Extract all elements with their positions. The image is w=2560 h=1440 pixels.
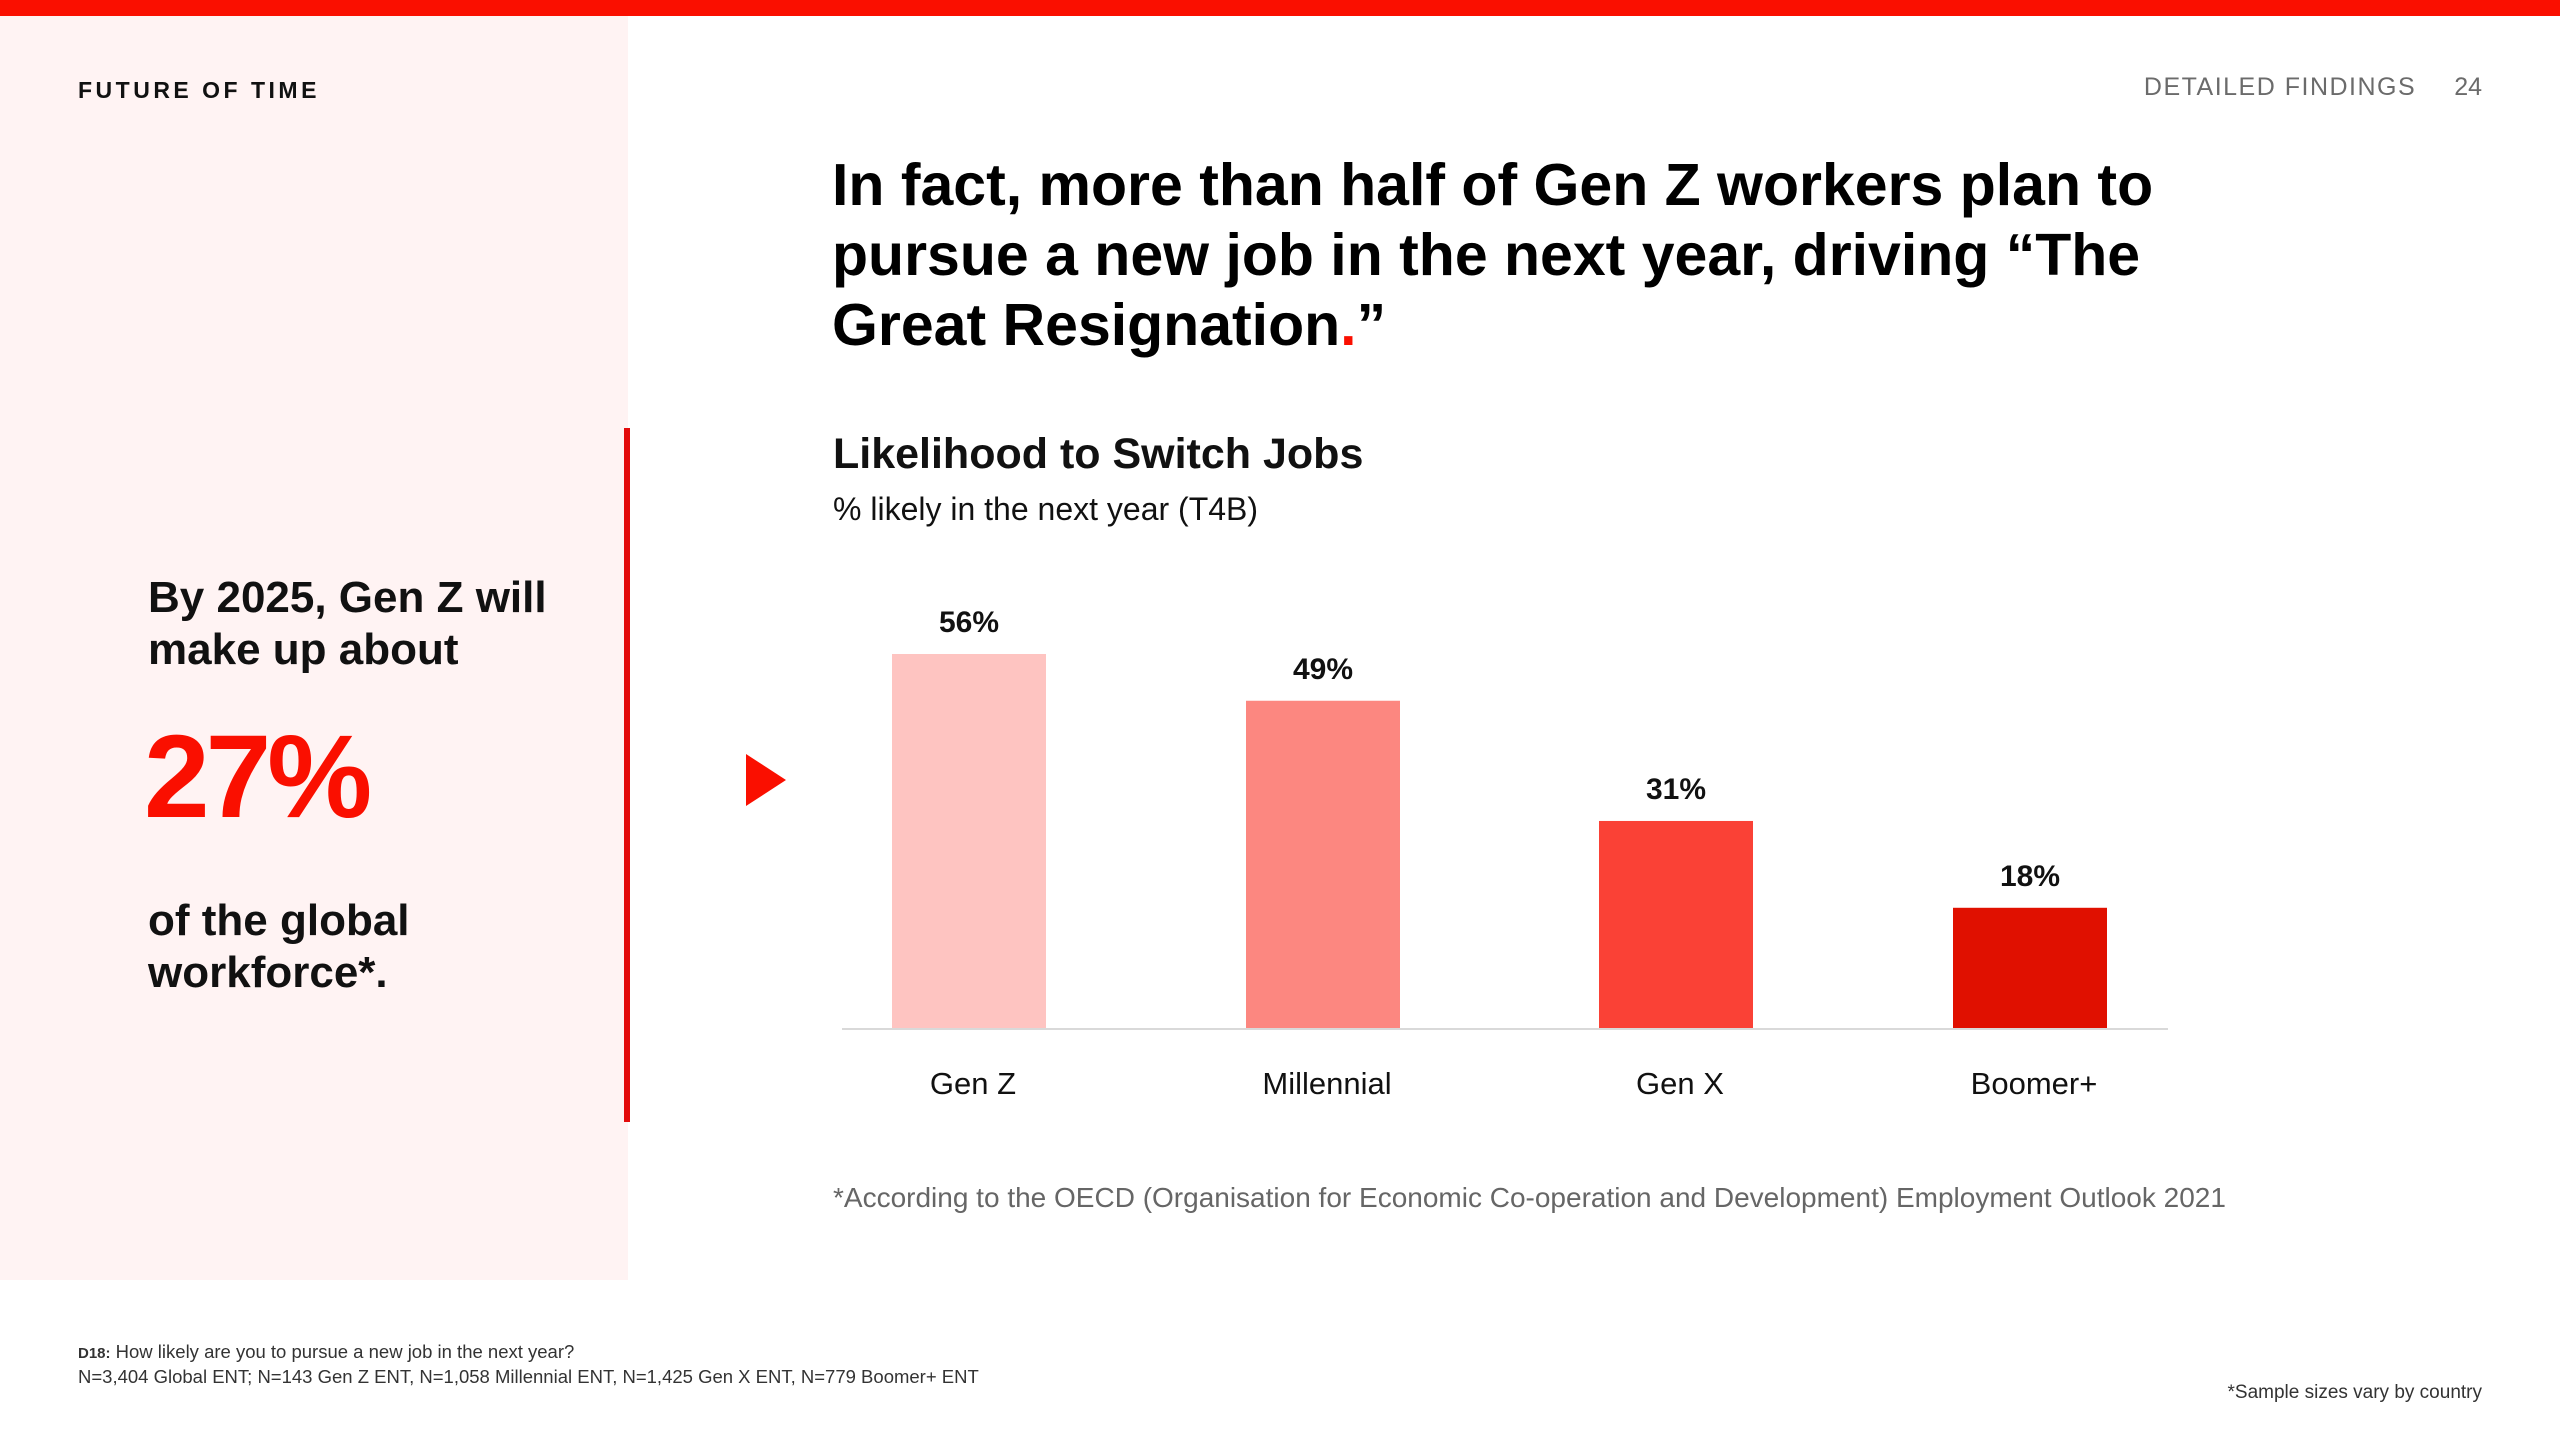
page-number: 24: [2454, 73, 2482, 101]
bar-value-label: 56%: [939, 606, 999, 639]
play-triangle-icon: [746, 754, 786, 806]
category-label: Millennial: [1262, 1066, 1391, 1101]
bar-gen-z: [892, 654, 1046, 1028]
bar-value-label: 18%: [2000, 860, 2060, 893]
bar-boomer: [1953, 907, 2107, 1028]
category-label: Boomer+: [1971, 1066, 2098, 1101]
chart-subtitle: % likely in the next year (T4B): [833, 491, 1259, 527]
chart-title: Likelihood to Switch Jobs: [833, 430, 1364, 478]
sample-size-note: *Sample sizes vary by country: [2227, 1382, 2483, 1403]
side-panel: [0, 16, 628, 1280]
side-stat-value: 27%: [144, 711, 372, 843]
headline-text: In fact, more than half of Gen Z workers…: [832, 152, 2154, 358]
bar-millennial: [1246, 700, 1400, 1028]
bar-gen-x: [1599, 820, 1753, 1028]
top-accent-bar: [0, 0, 2560, 16]
question-id: D18:: [78, 1345, 111, 1362]
headline-close-quote: ”: [1356, 292, 1387, 358]
section-label: DETAILED FINDINGS: [2143, 73, 2417, 101]
sample-text: N=3,404 Global ENT; N=143 Gen Z ENT, N=1…: [78, 1366, 979, 1387]
bar-value-label: 31%: [1646, 773, 1706, 806]
headline-dot: .: [1340, 292, 1357, 358]
side-divider: [624, 428, 630, 1122]
bar-value-label: 49%: [1293, 653, 1353, 686]
chart-footnote: *According to the OECD (Organisation for…: [833, 1182, 2226, 1213]
side-tail-text: of the global workforce*.: [148, 896, 410, 997]
section-header: DETAILED FINDINGS 24: [2144, 73, 2482, 102]
headline: In fact, more than half of Gen Z workers…: [832, 150, 2162, 360]
category-label: Gen X: [1636, 1066, 1724, 1101]
brand-title: FUTURE OF TIME: [78, 77, 320, 103]
question-text: How likely are you to pursue a new job i…: [115, 1341, 575, 1362]
source-note: D18: How likely are you to pursue a new …: [78, 1340, 979, 1388]
category-label: Gen Z: [930, 1066, 1016, 1101]
side-lead-text: By 2025, Gen Z will make up about: [148, 573, 547, 674]
